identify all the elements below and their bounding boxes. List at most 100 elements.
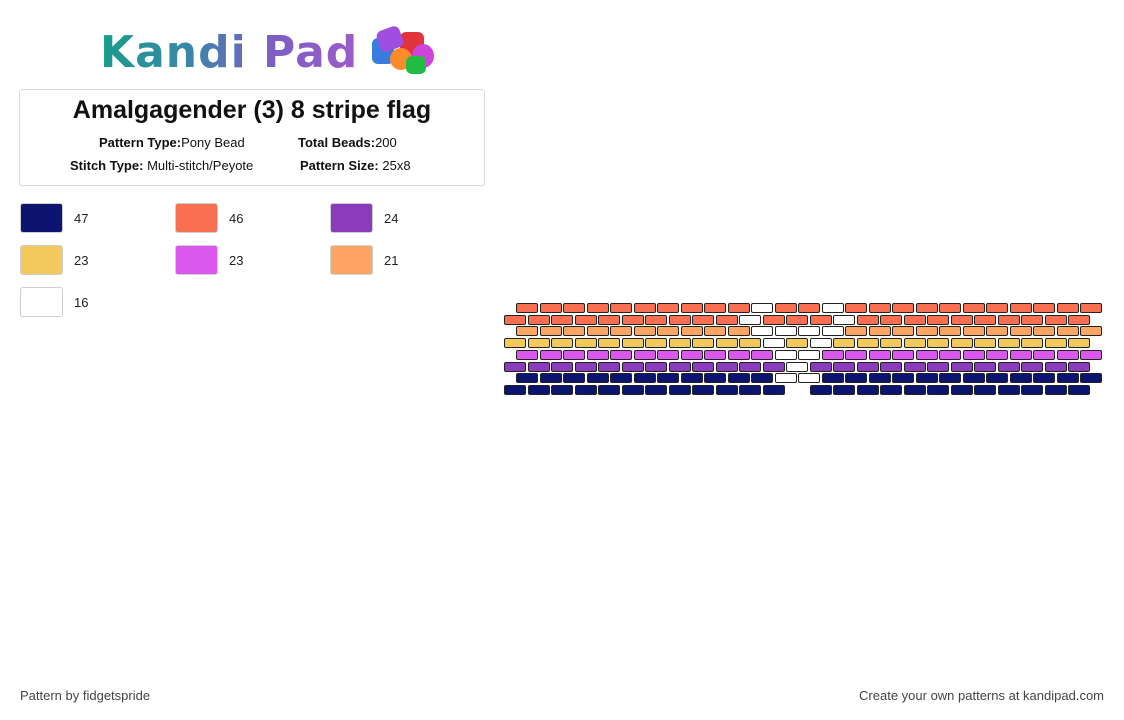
bead [1009, 349, 1032, 360]
bead [997, 361, 1020, 372]
bead [692, 314, 714, 325]
bead [868, 326, 891, 337]
bead [704, 303, 726, 313]
bead [668, 384, 691, 395]
bead [657, 326, 679, 337]
bead [903, 314, 926, 325]
bead [645, 314, 667, 325]
bead [586, 303, 609, 313]
bead [798, 303, 820, 313]
bead [1021, 338, 1043, 349]
bead-count: 23 [74, 252, 89, 268]
pattern-info-card: Amalgagender (3) 8 stripe flag Pattern T… [19, 89, 485, 186]
bead [950, 338, 973, 349]
bead [1044, 384, 1067, 395]
bead [950, 361, 973, 372]
bead [621, 338, 644, 349]
kandipad-credit-link[interactable]: Create your own patterns at kandipad.com [859, 688, 1104, 703]
bead [1068, 361, 1090, 372]
bead [645, 384, 667, 395]
legend-item-purple: 24 [330, 203, 398, 233]
bead [692, 361, 714, 372]
bead [974, 384, 996, 395]
bead [762, 338, 785, 349]
bead [821, 303, 844, 313]
bead [809, 361, 832, 372]
bead [962, 349, 985, 360]
bead [680, 326, 703, 337]
bead [1068, 314, 1090, 325]
bead [1056, 303, 1079, 313]
bead [645, 361, 667, 372]
stitch-type-value: Multi-stitch/Peyote [147, 158, 254, 173]
bead [1044, 361, 1067, 372]
bead [1033, 373, 1055, 384]
bead [610, 349, 632, 360]
bead [786, 361, 808, 372]
bead [798, 326, 820, 337]
bead [574, 314, 597, 325]
pattern-size-label: Pattern Size: [300, 158, 379, 173]
bead [903, 338, 926, 349]
bead [504, 361, 526, 372]
bead [633, 373, 656, 384]
bead [1009, 373, 1032, 384]
bead [539, 373, 562, 384]
legend-item-peach: 21 [330, 245, 398, 275]
bead [880, 384, 902, 395]
bead [504, 314, 526, 325]
bead [1068, 338, 1090, 349]
bead [809, 384, 832, 395]
bead [539, 349, 562, 360]
bead [1056, 373, 1079, 384]
pattern-title: Amalgagender (3) 8 stripe flag [72, 96, 432, 124]
bead [1021, 314, 1043, 325]
bead [610, 303, 632, 313]
bead [751, 326, 773, 337]
bead [833, 361, 855, 372]
bead [598, 314, 620, 325]
bead [845, 349, 867, 360]
bead [621, 361, 644, 372]
bead [927, 338, 949, 349]
bead [856, 361, 879, 372]
color-swatch [175, 203, 218, 233]
pattern-size-value: 25x8 [382, 158, 411, 173]
bead [833, 384, 855, 395]
bead [892, 303, 914, 313]
bead [915, 326, 938, 337]
bead [539, 326, 562, 337]
bead [504, 338, 526, 349]
bead [774, 303, 797, 313]
bead [739, 361, 761, 372]
bead [821, 349, 844, 360]
bead [798, 349, 820, 360]
bead [986, 326, 1008, 337]
bead [974, 338, 996, 349]
bead [504, 384, 526, 395]
bead [727, 349, 750, 360]
bead [680, 303, 703, 313]
bead [692, 384, 714, 395]
bead [903, 384, 926, 395]
bead [563, 349, 585, 360]
total-beads-value: 200 [375, 135, 397, 150]
bead [762, 361, 785, 372]
bead [1056, 326, 1079, 337]
bead [903, 361, 926, 372]
bead [997, 384, 1020, 395]
bead [939, 349, 961, 360]
bead [633, 303, 656, 313]
bead [727, 326, 750, 337]
bead [1021, 361, 1043, 372]
bead [751, 373, 773, 384]
bead [563, 303, 585, 313]
bead [527, 384, 550, 395]
bead [798, 373, 820, 384]
bead [915, 373, 938, 384]
bead [868, 349, 891, 360]
bead [927, 314, 949, 325]
bead-count: 21 [384, 252, 399, 268]
bead [1068, 384, 1090, 395]
bead [927, 384, 949, 395]
